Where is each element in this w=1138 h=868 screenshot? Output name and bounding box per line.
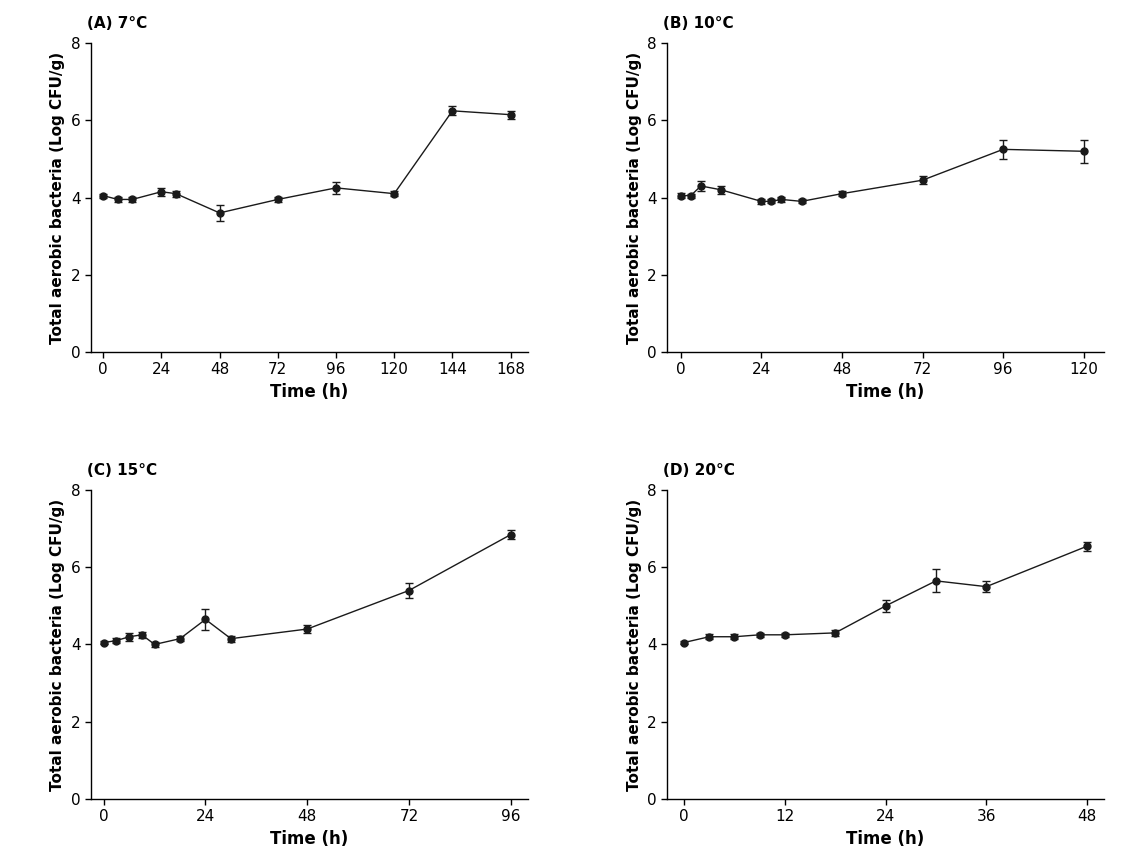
Y-axis label: Total aerobic bacteria (Log CFU/g): Total aerobic bacteria (Log CFU/g): [627, 498, 642, 791]
X-axis label: Time (h): Time (h): [847, 383, 925, 401]
X-axis label: Time (h): Time (h): [270, 383, 348, 401]
Text: (D) 20°C: (D) 20°C: [663, 463, 735, 478]
Text: (B) 10°C: (B) 10°C: [663, 16, 734, 31]
Y-axis label: Total aerobic bacteria (Log CFU/g): Total aerobic bacteria (Log CFU/g): [50, 498, 65, 791]
Text: (C) 15°C: (C) 15°C: [86, 463, 157, 478]
X-axis label: Time (h): Time (h): [847, 830, 925, 847]
Y-axis label: Total aerobic bacteria (Log CFU/g): Total aerobic bacteria (Log CFU/g): [627, 51, 642, 344]
X-axis label: Time (h): Time (h): [270, 830, 348, 847]
Y-axis label: Total aerobic bacteria (Log CFU/g): Total aerobic bacteria (Log CFU/g): [50, 51, 65, 344]
Text: (A) 7°C: (A) 7°C: [86, 16, 147, 31]
